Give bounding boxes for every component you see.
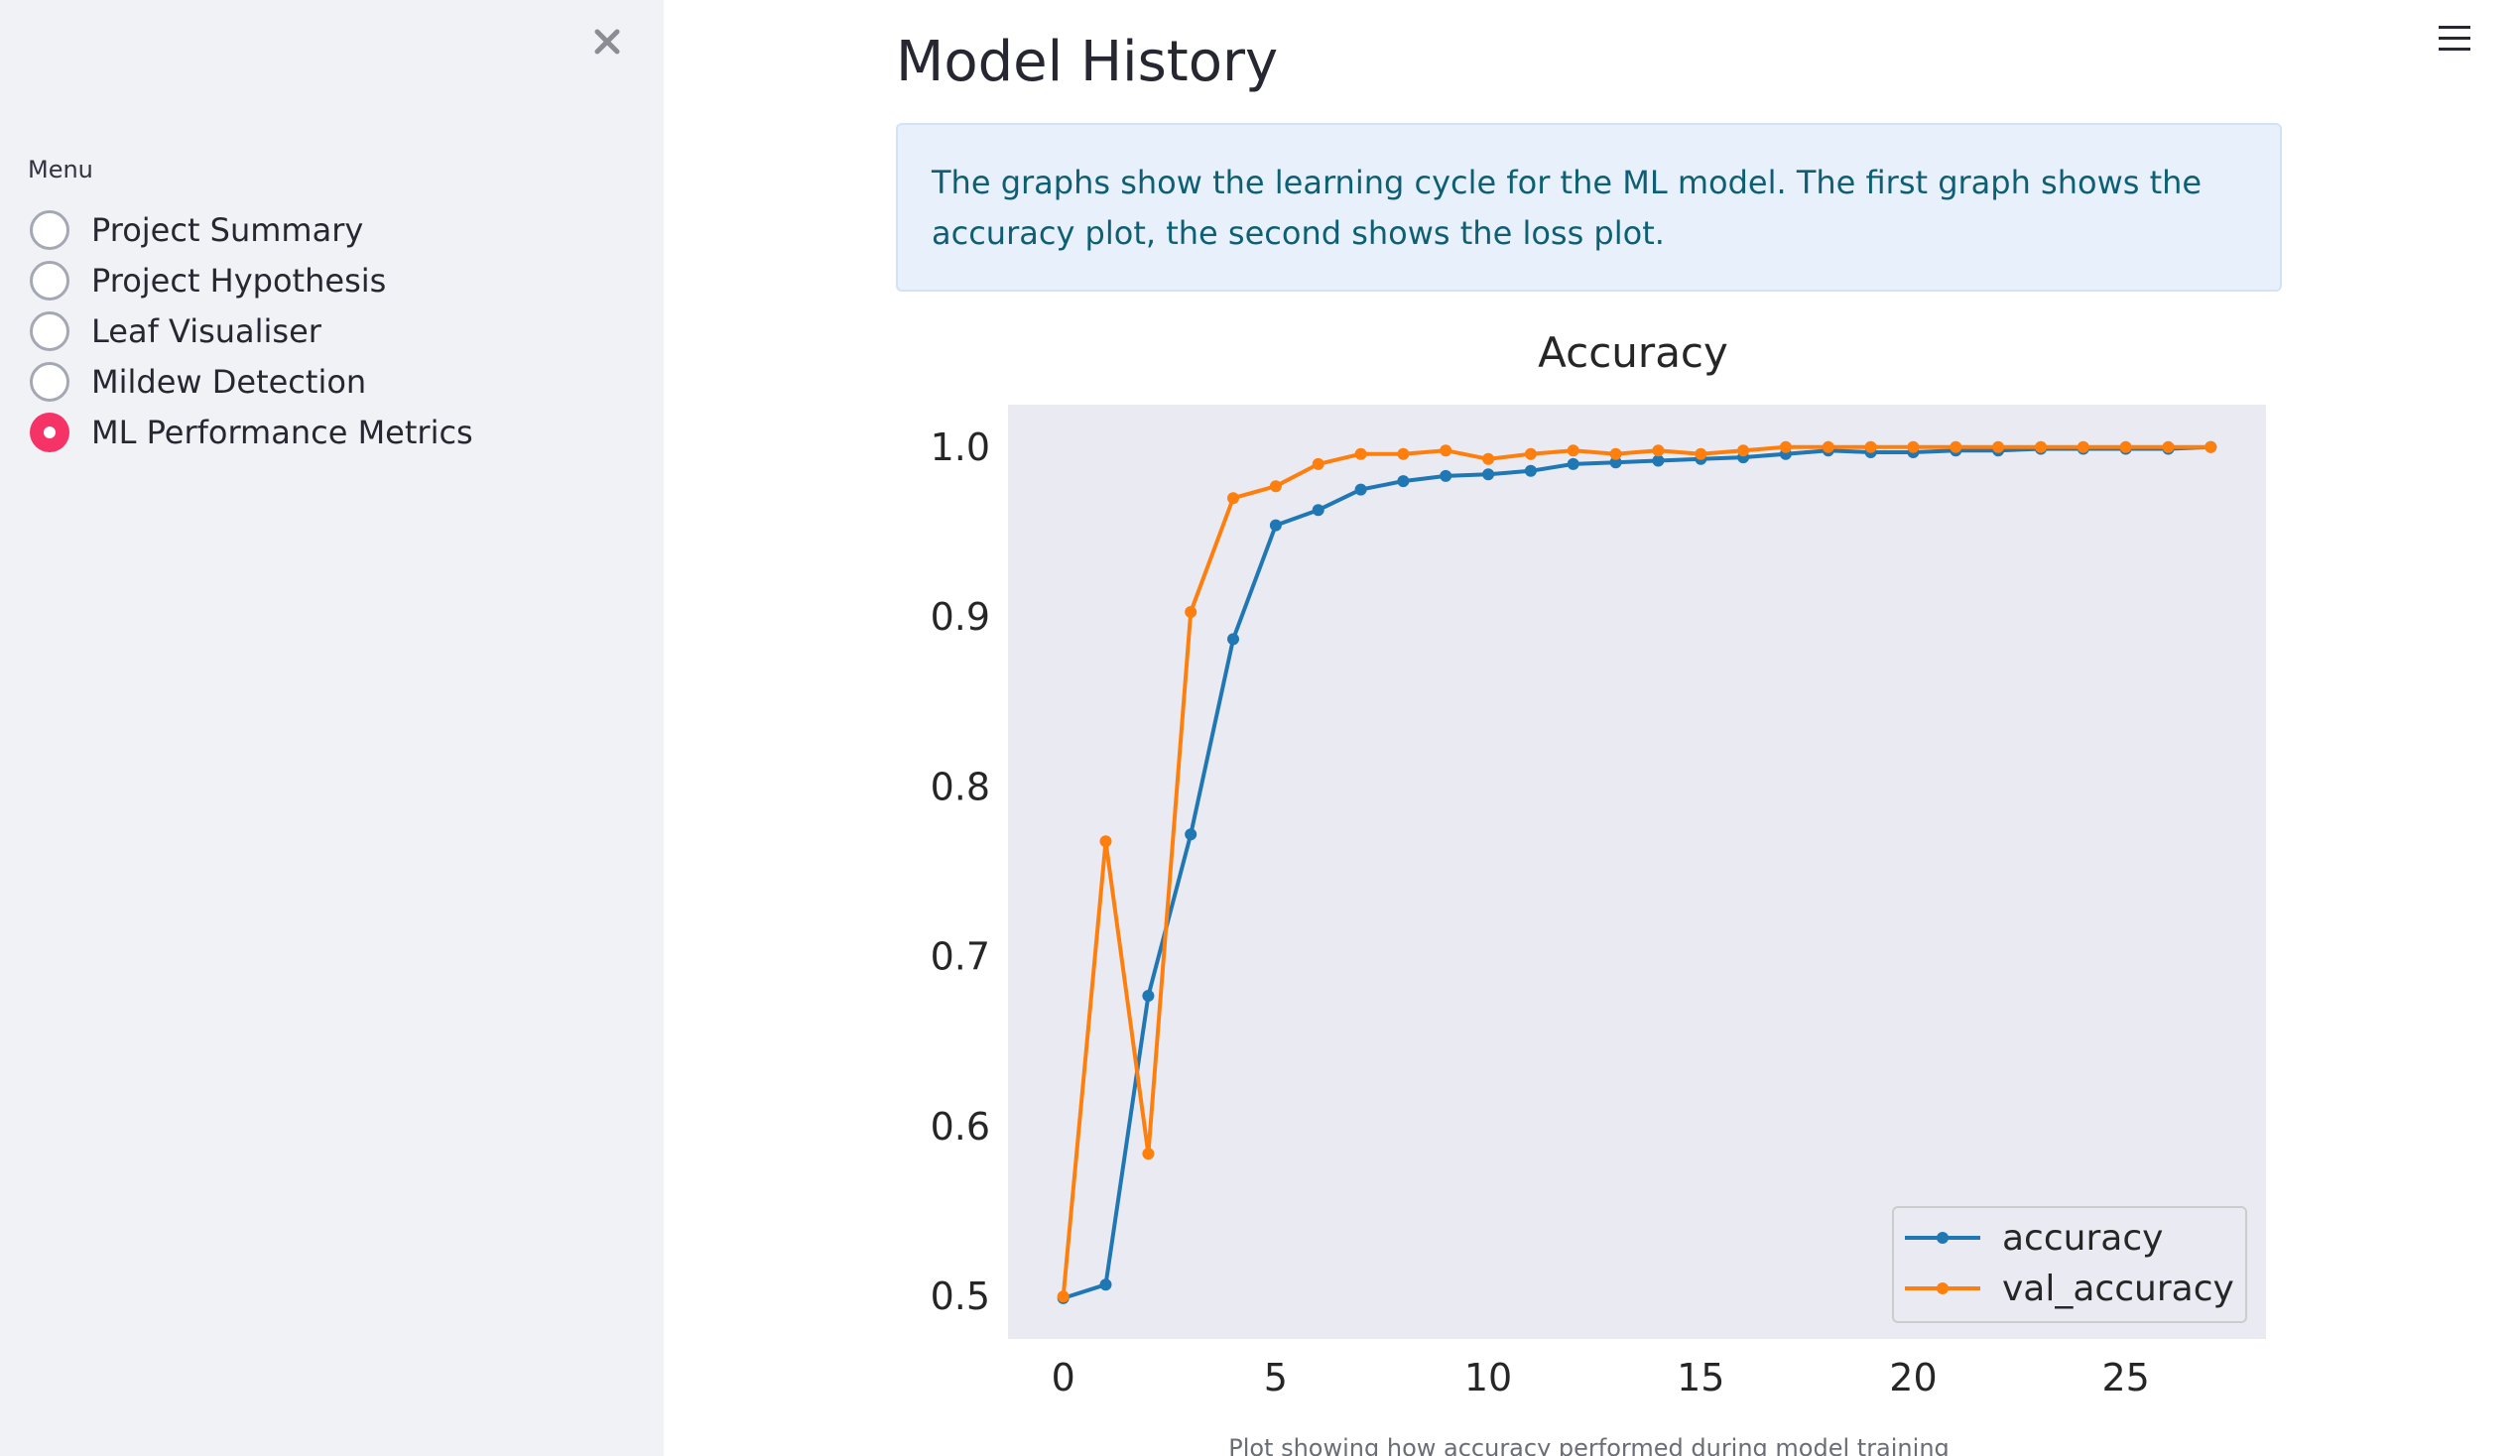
nav-item-leaf-visualiser[interactable]: Leaf Visualiser [30,305,473,356]
data-point-accuracy [1440,469,1452,482]
nav-item-project-hypothesis[interactable]: Project Hypothesis [30,255,473,305]
data-point-accuracy [1185,828,1197,841]
nav-item-project-summary[interactable]: Project Summary [30,204,473,255]
info-alert-text: The graphs show the learning cycle for t… [932,164,2203,252]
data-point-val-accuracy [1440,444,1452,457]
y-tick-label: 0.5 [931,1274,990,1318]
data-point-val-accuracy [1609,447,1622,460]
data-point-val-accuracy [1907,440,1920,453]
data-point-accuracy [1227,633,1239,646]
page-title: Model History [896,30,1279,94]
main-menu-button[interactable] [2439,26,2470,54]
chart-title: Accuracy [1538,328,1728,377]
data-point-val-accuracy [1397,447,1410,460]
radio-button-selected[interactable] [30,412,69,452]
data-point-val-accuracy [1269,480,1282,493]
data-point-accuracy [1482,468,1495,481]
data-point-val-accuracy [1779,440,1792,453]
y-tick-label: 1.0 [931,425,990,469]
data-point-val-accuracy [2119,440,2132,453]
series-line-accuracy [1063,444,2211,1300]
legend-label-val-accuracy: val_accuracy [2002,1269,2234,1309]
data-point-accuracy [1269,519,1282,532]
data-point-val-accuracy [1057,1290,1070,1303]
data-point-accuracy [1099,1278,1112,1291]
navigation-radio-group: Project Summary Project Hypothesis Leaf … [30,204,473,457]
series-line-val-accuracy [1061,444,2211,1297]
legend-label-accuracy: accuracy [2002,1218,2163,1259]
data-point-val-accuracy [1354,447,1367,460]
radio-button[interactable] [30,310,69,351]
data-point-val-accuracy [1524,447,1537,460]
data-point-accuracy [1142,990,1155,1002]
data-point-val-accuracy [2205,440,2217,453]
data-point-val-accuracy [1185,606,1197,618]
data-point-val-accuracy [2077,440,2089,453]
y-tick-label: 0.6 [931,1105,990,1149]
sidebar: Menu Project Summary Project Hypothesis … [0,0,664,1456]
data-point-val-accuracy [1950,440,1962,453]
nav-item-label: Project Summary [91,210,364,249]
data-point-accuracy [1354,483,1367,496]
data-point-val-accuracy [1822,440,1834,453]
legend: accuracy val_accuracy [1892,1206,2247,1323]
radio-button[interactable] [30,361,69,402]
legend-marker-val-accuracy [1937,1282,1949,1294]
radio-button[interactable] [30,209,69,250]
nav-item-label: ML Performance Metrics [91,413,473,451]
nav-item-label: Leaf Visualiser [91,311,321,350]
data-point-val-accuracy [1567,444,1579,457]
data-point-val-accuracy [1695,447,1707,460]
x-tick-label: 5 [1264,1356,1288,1399]
nav-item-label: Mildew Detection [91,362,367,401]
x-tick-label: 15 [1677,1356,1724,1399]
data-point-accuracy [1397,475,1410,488]
y-tick-label: 0.9 [931,595,990,639]
nav-item-mildew-detection[interactable]: Mildew Detection [30,356,473,407]
nav-item-ml-performance-metrics[interactable]: ML Performance Metrics [30,407,473,457]
x-tick-label: 20 [1889,1356,1937,1399]
radio-button[interactable] [30,260,69,301]
data-point-accuracy [1524,464,1537,477]
info-alert: The graphs show the learning cycle for t… [896,123,2282,292]
data-point-val-accuracy [2035,440,2047,453]
close-sidebar-button[interactable] [587,22,627,61]
data-point-val-accuracy [1099,835,1112,848]
accuracy-chart: Accuracy 0.5 0.6 0.7 0.8 0.9 1.0 0 5 10 15 20 25 a… [893,327,2292,1456]
data-point-val-accuracy [1227,492,1239,505]
data-point-accuracy [1312,504,1324,517]
y-tick-label: 0.7 [931,935,990,979]
menu-label: Menu [28,156,93,183]
y-axis: 0.5 0.6 0.7 0.8 0.9 1.0 [931,425,990,1318]
x-tick-label: 0 [1052,1356,1075,1399]
data-point-val-accuracy [1142,1148,1155,1160]
x-axis: 0 5 10 15 20 25 [1052,1356,2150,1399]
accuracy-chart-svg: Accuracy 0.5 0.6 0.7 0.8 0.9 1.0 0 5 10 15 20 25 a… [931,328,2266,1399]
plot-area [1008,405,2266,1339]
x-tick-label: 25 [2101,1356,2149,1399]
data-point-accuracy [1567,457,1579,470]
hamburger-menu-icon [2439,26,2470,51]
data-point-val-accuracy [1992,440,2005,453]
data-point-val-accuracy [1312,457,1324,470]
x-tick-label: 10 [1464,1356,1512,1399]
close-icon [594,29,620,55]
data-point-val-accuracy [1652,444,1665,457]
data-point-accuracy [1652,454,1665,467]
y-tick-label: 0.8 [931,765,990,808]
data-point-val-accuracy [2162,440,2175,453]
nav-item-label: Project Hypothesis [91,261,387,300]
data-point-val-accuracy [1864,440,1877,453]
data-point-val-accuracy [1482,452,1495,465]
chart-caption: Plot showing how accuracy performed duri… [1228,1434,1950,1456]
legend-box [1892,1206,2247,1323]
legend-marker-accuracy [1937,1232,1949,1244]
data-point-accuracy [1609,456,1622,469]
series-layer [1057,440,2217,1304]
data-point-val-accuracy [1737,444,1750,457]
